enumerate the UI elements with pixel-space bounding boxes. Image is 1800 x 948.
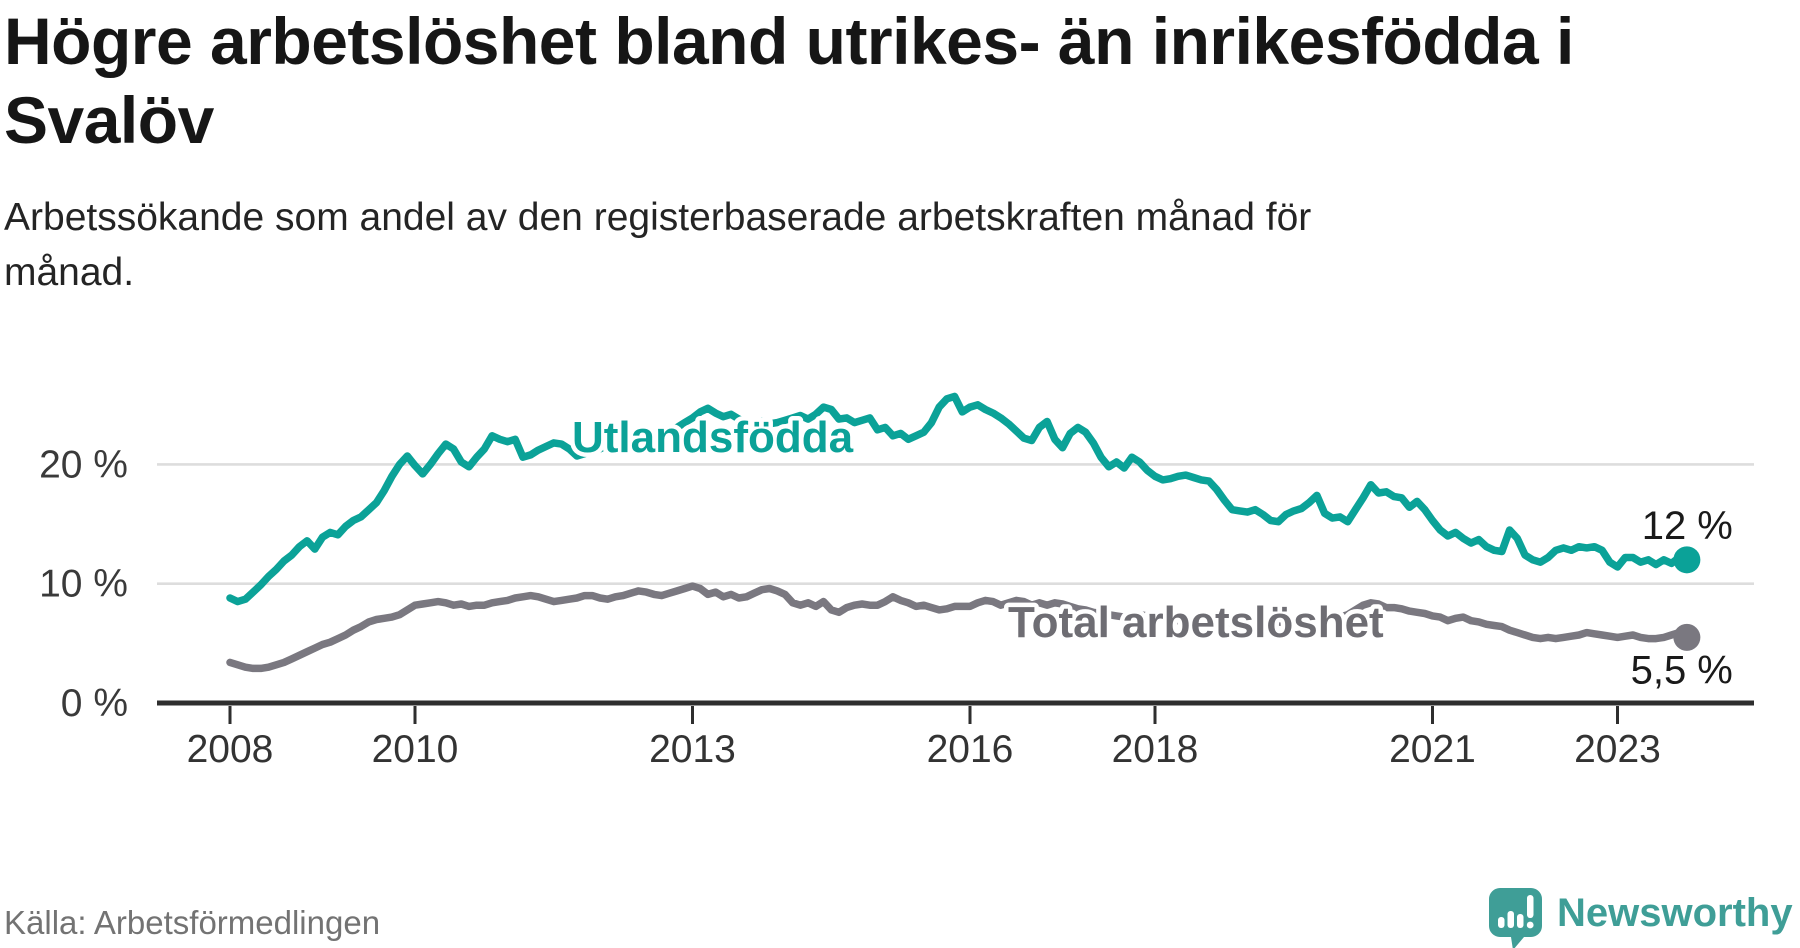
newsworthy-wordmark: Newsworthy <box>1557 891 1793 935</box>
series-endpoint-dot-utlandsf-dda <box>1673 546 1701 574</box>
x-tick-label: 2016 <box>927 728 1014 771</box>
x-tick-label: 2008 <box>187 728 274 771</box>
x-tick-label: 2010 <box>372 728 459 771</box>
series-line-total-arbetsl-shet <box>226 582 1691 673</box>
chart-subtitle: Arbetssökande som andel av den registerb… <box>4 196 1312 295</box>
newsworthy-logo: Newsworthy <box>1489 888 1793 948</box>
series-label-total-arbetsl-shet: Total arbetslöshet <box>1008 598 1384 647</box>
series-line-utlandsf-dda <box>226 392 1691 606</box>
endpoint-value-label-utlandsf-dda: 12 % <box>1642 504 1733 548</box>
bar-1 <box>1498 917 1505 928</box>
bubble-shape <box>1489 888 1542 948</box>
chart-title: Högre arbetslöshet bland utrikes- än inr… <box>4 4 1574 158</box>
exclamation-dot <box>1526 921 1534 929</box>
x-tick-label: 2021 <box>1389 728 1476 771</box>
y-tick-label: 10 % <box>39 563 128 606</box>
series-endpoint-dot-total-arbetsl-shet <box>1673 623 1701 651</box>
bar-2 <box>1507 911 1514 928</box>
exclamation-bar <box>1527 895 1534 918</box>
series-label-utlandsf-dda: Utlandsfödda <box>572 413 854 462</box>
endpoint-value-label-total-arbetsl-shet: 5,5 % <box>1631 648 1733 692</box>
source-note: Källa: Arbetsförmedlingen <box>4 904 381 941</box>
y-tick-label: 0 % <box>61 682 128 725</box>
y-tick-label: 20 % <box>39 443 128 486</box>
x-tick-label: 2023 <box>1574 728 1661 771</box>
newsworthy-bubble-icon <box>1489 888 1542 948</box>
x-tick-label: 2018 <box>1112 728 1199 771</box>
bar-3 <box>1517 914 1524 928</box>
x-tick-label: 2013 <box>649 728 736 771</box>
